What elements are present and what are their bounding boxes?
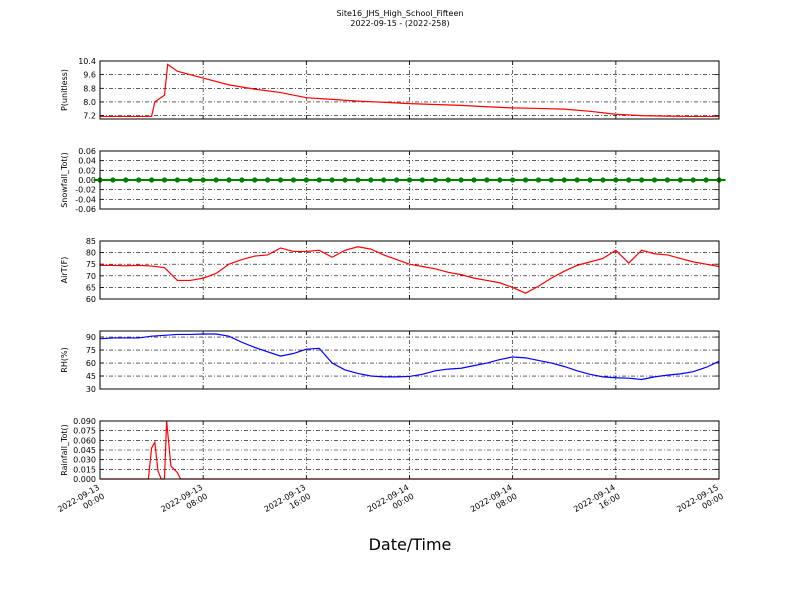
data-point xyxy=(381,177,387,183)
data-point xyxy=(277,177,284,183)
data-point xyxy=(239,177,245,183)
y-tick-label: 45 xyxy=(86,372,96,381)
y-axis-label: Rainfall_Tot() xyxy=(60,424,69,476)
y-tick-label: 7.2 xyxy=(83,112,96,121)
data-point xyxy=(200,177,206,183)
data-point xyxy=(613,177,619,183)
data-point xyxy=(471,177,477,183)
y-tick-label: -0.06 xyxy=(75,205,96,214)
data-point xyxy=(561,177,567,183)
data-point xyxy=(187,177,193,183)
data-point xyxy=(639,177,645,183)
plot-frame xyxy=(99,420,720,480)
data-point xyxy=(368,177,374,183)
data-point xyxy=(522,177,529,183)
y-tick-label: 10.4 xyxy=(78,57,96,66)
data-point xyxy=(703,177,709,183)
y-tick-label: 0.060 xyxy=(73,436,96,445)
data-point xyxy=(626,177,632,183)
y-tick-label: 75 xyxy=(86,346,96,355)
data-point xyxy=(355,177,361,183)
y-tick-label: 0.045 xyxy=(73,446,96,455)
data-point xyxy=(213,177,219,183)
y-axis-label: Snowfall_Tot() xyxy=(60,152,69,208)
y-tick-label: 70 xyxy=(86,272,96,281)
y-tick-label: 9.6 xyxy=(83,71,96,80)
data-point xyxy=(290,177,297,183)
y-tick-label: 65 xyxy=(86,283,96,292)
figure-title: Site16_JHS_High_School_Fifteen xyxy=(337,9,464,18)
figure-subtitle: 2022-09-15 - (2022-258) xyxy=(350,19,449,28)
data-point xyxy=(600,177,606,183)
y-tick-label: 0.015 xyxy=(73,465,96,474)
data-point xyxy=(419,177,425,183)
y-axis-label: AirT(F) xyxy=(60,257,69,284)
data-point xyxy=(432,177,438,183)
data-point xyxy=(252,177,258,183)
data-line xyxy=(100,63,719,118)
y-tick-label: 85 xyxy=(86,237,96,246)
y-tick-label: 0.000 xyxy=(73,475,96,484)
data-point xyxy=(303,177,309,183)
data-point xyxy=(110,177,116,183)
data-point xyxy=(342,177,348,183)
y-tick-label: 75 xyxy=(86,260,96,269)
y-axis-label: P(unitless) xyxy=(60,69,69,111)
plot-frame xyxy=(99,330,720,390)
data-point xyxy=(664,177,671,183)
data-point xyxy=(510,177,516,183)
data-line xyxy=(100,246,720,294)
data-point xyxy=(226,177,232,183)
plot-frame xyxy=(99,240,720,300)
data-point xyxy=(484,177,490,183)
y-tick-label: -0.02 xyxy=(75,186,96,195)
data-point xyxy=(651,177,658,183)
y-tick-label: 0.06 xyxy=(78,147,96,156)
data-point xyxy=(161,177,168,183)
y-tick-label: 8.0 xyxy=(83,98,96,107)
y-tick-label: 0.030 xyxy=(73,456,96,465)
data-point xyxy=(136,177,142,183)
data-point xyxy=(587,177,593,183)
y-tick-label: 30 xyxy=(86,385,96,394)
data-point xyxy=(548,177,554,183)
data-point xyxy=(690,177,696,183)
data-point xyxy=(445,177,451,183)
data-point xyxy=(406,177,413,183)
y-tick-label: 60 xyxy=(86,295,96,304)
data-point xyxy=(497,177,503,183)
y-tick-label: 0.075 xyxy=(73,427,96,436)
data-point xyxy=(148,177,155,183)
data-point xyxy=(265,177,271,183)
y-tick-label: 90 xyxy=(86,333,96,342)
data-point xyxy=(316,177,322,183)
y-tick-label: 0.02 xyxy=(78,166,96,175)
data-point xyxy=(574,177,580,183)
data-point xyxy=(174,177,180,183)
y-tick-label: 60 xyxy=(86,359,96,368)
data-point xyxy=(123,177,129,183)
y-tick-label: -0.04 xyxy=(75,195,96,204)
y-axis-label: RH(%) xyxy=(60,347,69,372)
x-axis-label: Date/Time xyxy=(369,535,452,554)
y-tick-label: 8.8 xyxy=(83,84,96,93)
plot-frame xyxy=(99,60,720,120)
data-point xyxy=(394,177,400,183)
y-tick-label: 0.090 xyxy=(73,417,96,426)
data-point xyxy=(677,177,683,183)
data-point xyxy=(458,177,464,183)
data-line xyxy=(99,333,720,381)
data-point xyxy=(329,177,335,183)
data-point xyxy=(535,177,542,183)
y-tick-label: 80 xyxy=(86,249,96,258)
y-tick-label: 0.04 xyxy=(78,157,96,166)
y-tick-label: 0.00 xyxy=(78,176,96,185)
plot-frame xyxy=(99,150,720,210)
